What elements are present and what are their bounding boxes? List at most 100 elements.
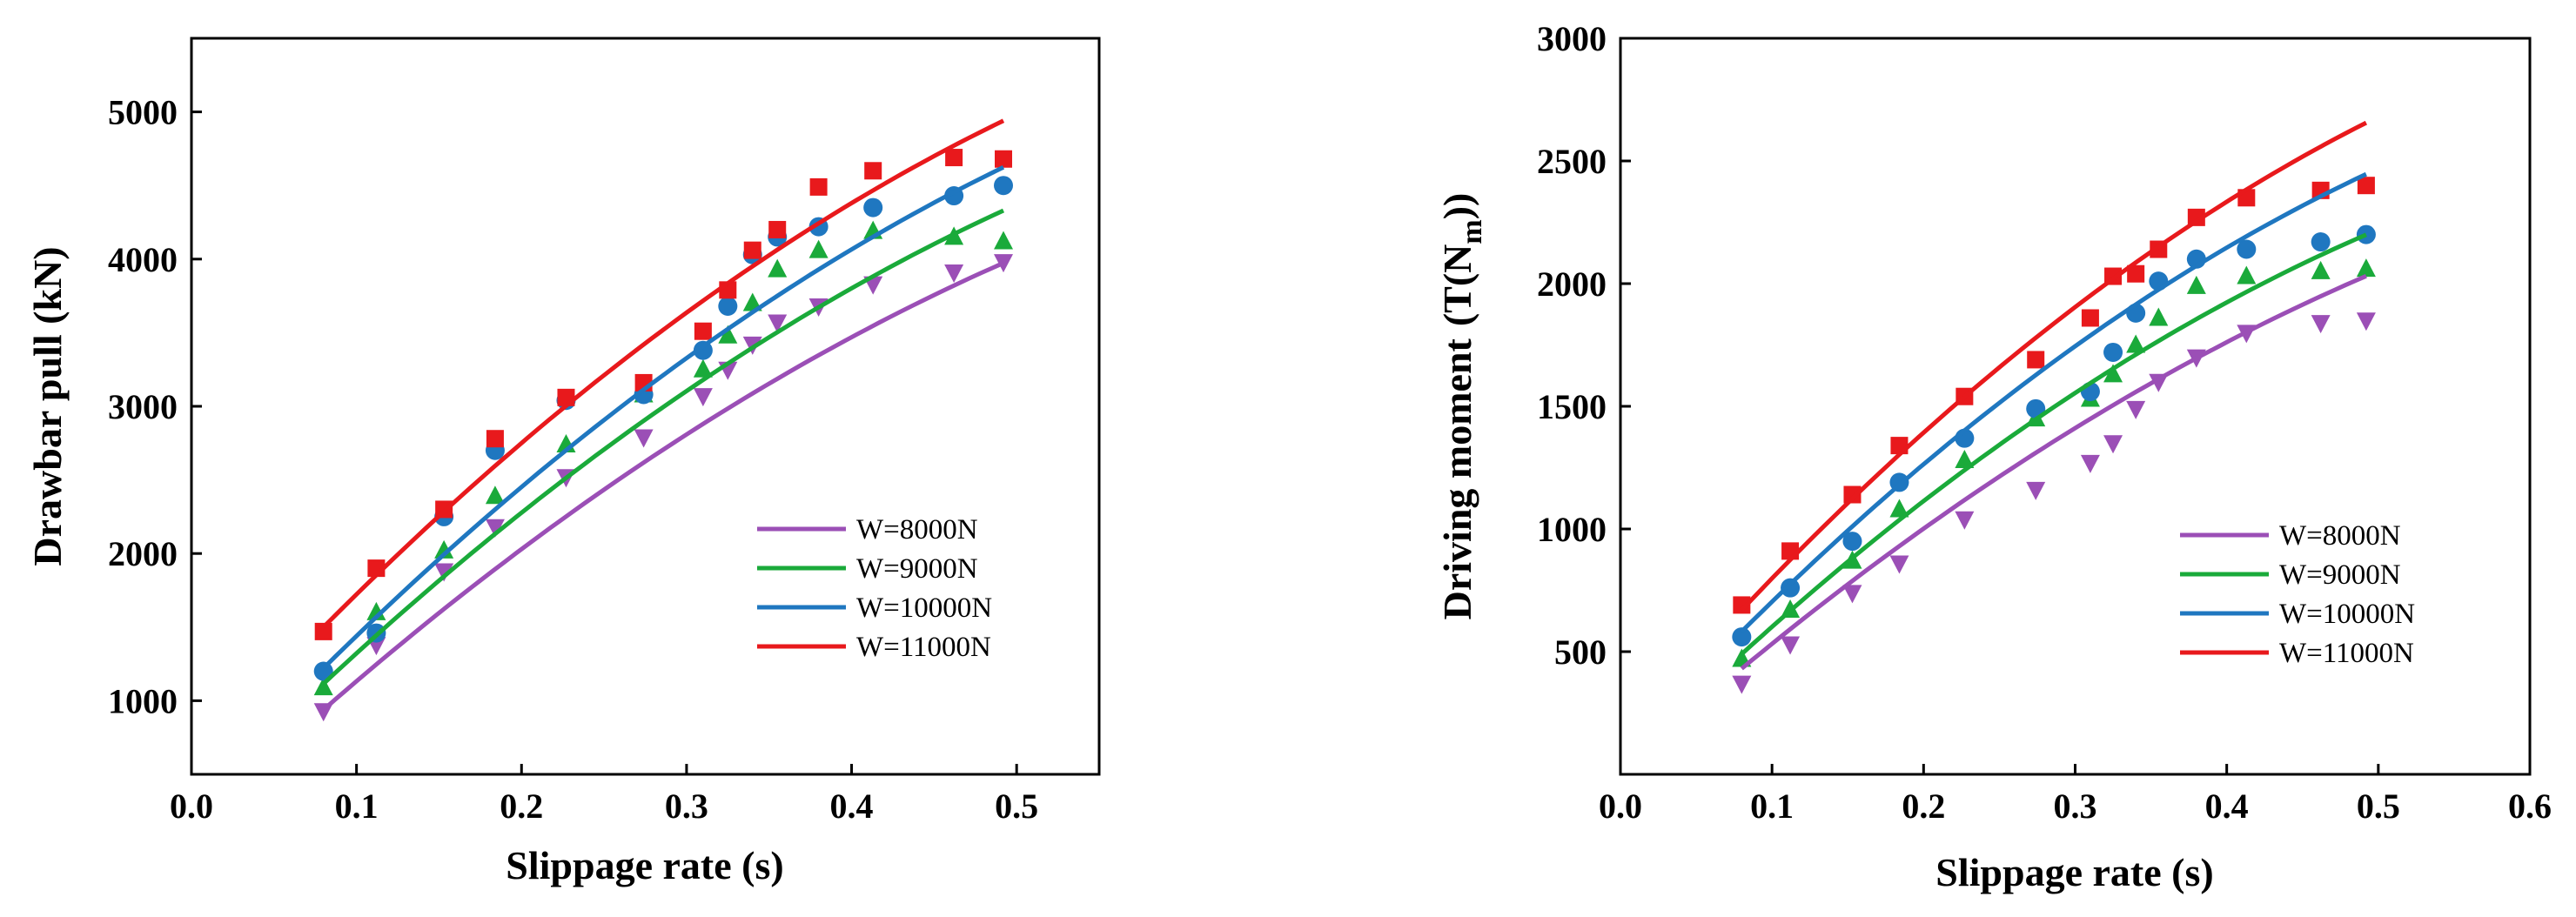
driving-moment-data-point (2081, 309, 2099, 327)
driving-moment-x-tick-label: 0.0 (1599, 786, 1642, 826)
driving-moment-data-point (2080, 454, 2100, 473)
driving-moment-data-point (2126, 334, 2146, 353)
drawbar-pull-chart: 0.0 0.1 0.2 0.3 0.4 0.5 1000 2000 3000 4000 5000 S… (25, 37, 1101, 887)
driving-moment-data-point (1842, 585, 1862, 604)
drawbar-pull-x-axis-title: Slippage rate (s) (506, 843, 783, 887)
driving-moment-data-point (2186, 275, 2206, 294)
drawbar-pull-legend: W=8000N W=9000N W=10000N W=11000N (757, 514, 992, 663)
drawbar-pull-ticks: 0.0 0.1 0.2 0.3 0.4 0.5 1000 2000 3000 4000 5000 (108, 93, 1038, 826)
drawbar-pull-y-tick-label: 2000 (108, 534, 178, 573)
driving-moment-data-point (1732, 627, 1752, 647)
drawbar-pull-y-tick-label: 1000 (108, 681, 178, 720)
driving-moment-y-tick-label: 500 (1554, 633, 1607, 672)
driving-moment-x-tick-label: 0.4 (2205, 786, 2249, 826)
drawbar-pull-data-point (486, 430, 504, 448)
drawbar-pull-data-point (634, 429, 654, 448)
driving-moment-data-point (2103, 342, 2123, 362)
drawbar-pull-data-point (485, 485, 505, 505)
drawbar-pull-legend-label: W=8000N (856, 514, 978, 546)
drawbar-pull-data-point (485, 519, 505, 538)
driving-moment-y-axis-title-unit-sub: m (1456, 219, 1488, 244)
driving-moment-fit-line-w8000n (1740, 274, 2367, 671)
drawbar-pull-x-tick-label: 0.0 (170, 786, 213, 826)
driving-moment-data-point (1733, 596, 1751, 614)
driving-moment-y-axis-title-unit-close: )) (1435, 193, 1479, 220)
driving-moment-ticks: 0.0 0.1 0.2 0.3 0.4 0.5 0.6 500 1000 1500 2000 2500… (1537, 19, 2552, 826)
drawbar-pull-fit-line-w10000n (321, 165, 1005, 670)
driving-moment-chart: 0.0 0.1 0.2 0.3 0.4 0.5 0.6 500 1000 1500 2000 2500… (1435, 19, 2552, 894)
drawbar-pull-data-point (313, 677, 333, 696)
driving-moment-y-tick-label: 2500 (1537, 142, 1607, 181)
drawbar-pull-y-tick-label: 5000 (108, 93, 178, 132)
driving-moment-y-tick-label: 1000 (1537, 510, 1607, 549)
drawbar-pull-data-point (366, 601, 386, 620)
driving-moment-legend: W=8000N W=9000N W=10000N W=11000N (2180, 520, 2415, 669)
driving-moment-data-point (2126, 400, 2146, 419)
driving-moment-data-point (2026, 481, 2046, 500)
drawbar-pull-fit-line-w8000n (322, 261, 1005, 712)
driving-moment-x-tick-label: 0.5 (2357, 786, 2400, 826)
drawbar-pull-data-point (693, 388, 713, 407)
driving-moment-y-tick-label: 3000 (1537, 19, 1607, 58)
driving-moment-data-point (2356, 258, 2376, 278)
drawbar-pull-y-tick-label: 3000 (108, 387, 178, 426)
drawbar-pull-legend-label: W=9000N (856, 553, 978, 585)
drawbar-pull-data-point (693, 358, 713, 378)
driving-moment-data-point (1843, 485, 1862, 504)
drawbar-pull-data-point (718, 325, 738, 344)
drawbar-pull-data-point (944, 264, 964, 284)
driving-moment-data-point (2311, 232, 2331, 252)
driving-moment-y-axis-title: Driving moment (T(Nm)) (1435, 193, 1488, 620)
driving-moment-data-point (2356, 312, 2376, 331)
driving-moment-y-tick-label: 1500 (1537, 387, 1607, 426)
driving-moment-fit-line-w11000n (1740, 120, 2368, 612)
driving-moment-data-point (1732, 675, 1752, 694)
drawbar-pull-data-point (434, 539, 454, 559)
drawbar-pull-data-point (864, 162, 882, 180)
driving-moment-data-point (2103, 435, 2123, 454)
drawbar-pull-data-point (863, 197, 883, 218)
drawbar-pull-fit-lines (321, 118, 1005, 712)
driving-moment-x-tick-label: 0.6 (2508, 786, 2552, 826)
driving-moment-data-point (2127, 264, 2145, 283)
drawbar-pull-data-point (314, 622, 332, 640)
driving-moment-y-axis-title-unit-open: (T(N (1435, 244, 1479, 327)
drawbar-pull-data-point (434, 563, 454, 582)
drawbar-pull-x-tick-label: 0.5 (995, 786, 1038, 826)
driving-moment-data-point (1842, 532, 1862, 552)
driving-moment-data-point (1955, 511, 1975, 530)
drawbar-pull-data-point (718, 296, 738, 316)
drawbar-pull-data-point (808, 239, 828, 258)
drawbar-pull-data-point (809, 177, 828, 196)
driving-moment-x-tick-label: 0.2 (1902, 786, 1945, 826)
driving-moment-data-point (2103, 364, 2123, 383)
driving-moment-data-point (2149, 307, 2169, 326)
driving-moment-data-point (2311, 315, 2331, 334)
drawbar-pull-y-tick-label: 4000 (108, 240, 178, 279)
driving-moment-fit-line-w10000n (1740, 171, 2367, 633)
driving-moment-data-point (1889, 499, 1909, 518)
drawbar-pull-x-tick-label: 0.3 (665, 786, 708, 826)
drawbar-pull-data-point (768, 258, 788, 278)
drawbar-pull-data-point (994, 231, 1014, 250)
driving-moment-fit-line-w9000n (1740, 232, 2367, 656)
driving-moment-legend-label: W=10000N (2279, 599, 2415, 630)
driving-moment-legend-label: W=11000N (2279, 638, 2414, 669)
drawbar-pull-x-tick-label: 0.1 (335, 786, 379, 826)
driving-moment-fit-lines (1740, 120, 2368, 671)
drawbar-pull-fit-line-w11000n (321, 118, 1005, 629)
driving-moment-x-axis-title: Slippage rate (s) (1935, 850, 2213, 894)
drawbar-pull-x-tick-label: 0.4 (830, 786, 874, 826)
driving-moment-data-point (2027, 351, 2045, 369)
driving-moment-data-point (2356, 224, 2376, 244)
drawbar-pull-data-point (694, 322, 712, 340)
driving-moment-data-point (2311, 260, 2331, 279)
drawbar-pull-data-point (768, 314, 788, 333)
drawbar-pull-fit-line-w9000n (321, 208, 1005, 686)
drawbar-pull-legend-label: W=10000N (856, 592, 992, 624)
driving-moment-x-tick-label: 0.3 (2054, 786, 2097, 826)
driving-moment-points (1732, 177, 2376, 694)
drawbar-pull-data-point (995, 150, 1013, 168)
drawbar-pull-data-point (743, 241, 761, 259)
